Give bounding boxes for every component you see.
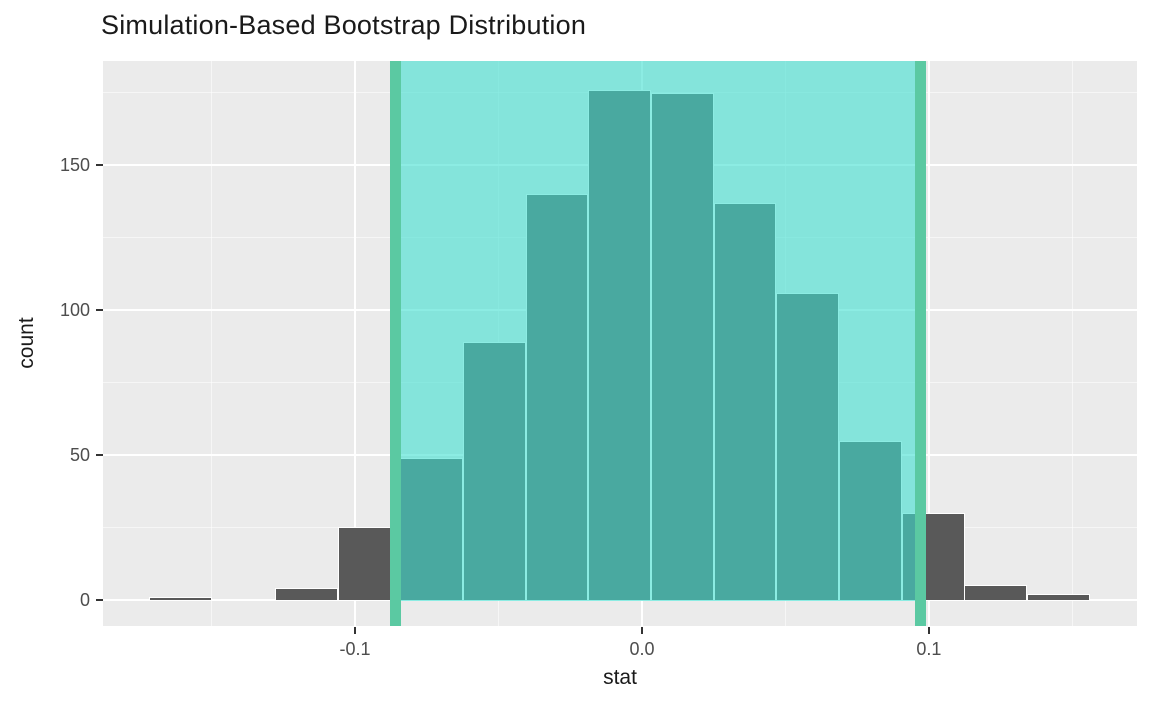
gridline-minor-x	[210, 61, 212, 626]
x-axis-title: stat	[603, 666, 637, 689]
histogram-bar	[149, 597, 213, 601]
ci-lower-line	[389, 61, 401, 626]
y-tick-mark	[96, 598, 103, 601]
chart-title: Simulation-Based Bootstrap Distribution	[101, 10, 587, 40]
y-tick-label: 100	[59, 300, 90, 321]
histogram-bar	[274, 588, 338, 601]
x-tick-mark	[927, 627, 930, 634]
ci-upper-line	[914, 61, 926, 626]
gridline-minor-x	[1071, 61, 1073, 626]
x-tick-mark	[640, 627, 643, 634]
y-tick-mark	[96, 309, 103, 312]
y-axis-title: count	[15, 317, 38, 369]
plot-panel	[103, 61, 1137, 626]
histogram-bar	[964, 585, 1028, 601]
confidence-interval-shade	[395, 61, 921, 601]
gridline-major-x	[927, 61, 930, 626]
x-tick-label: 0.0	[629, 639, 655, 659]
y-tick-label: 0	[79, 589, 90, 610]
gridline-major-x	[353, 61, 356, 626]
x-tick-label: 0.1	[916, 639, 942, 659]
histogram-bar	[1027, 594, 1090, 601]
y-tick-label: 150	[59, 155, 90, 176]
y-tick-mark	[96, 454, 103, 457]
y-tick-mark	[96, 164, 103, 167]
x-tick-mark	[353, 627, 356, 634]
x-tick-label: -0.1	[339, 639, 371, 659]
y-tick-label: 50	[69, 445, 90, 466]
